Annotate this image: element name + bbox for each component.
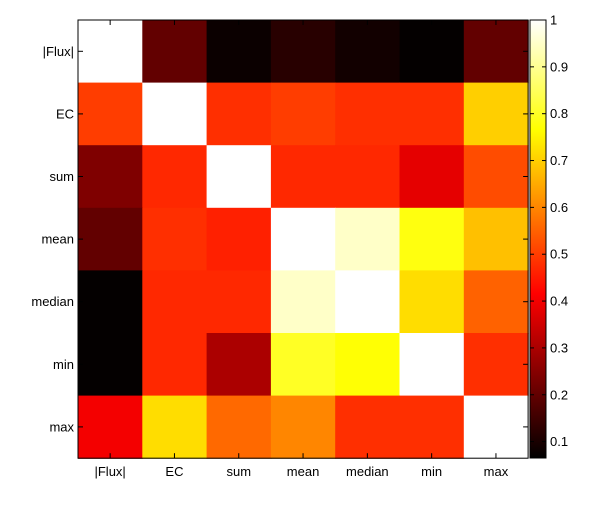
x-tick-label-7: max [484,464,509,479]
colorbar-gradient [530,20,546,458]
heatmap-cell-4-3 [206,207,272,271]
heatmap-cell-1-3 [206,20,272,84]
heatmap-cell-1-4 [270,20,336,84]
heatmap-cell-2-2 [142,82,208,146]
heatmap-cell-2-3 [206,82,272,146]
heatmap-cell-5-4 [270,270,336,334]
heatmap-cell-3-1 [78,145,143,209]
heatmap-cell-5-1 [78,270,143,334]
heatmap-cell-7-2 [142,395,208,459]
colorbar-tick-label-2: 0.2 [550,387,568,402]
y-tick-label-1: |Flux| [43,44,74,59]
heatmap-cell-6-3 [206,333,272,397]
heatmap-cell-4-1 [78,207,143,271]
x-tick-label-2: EC [165,464,183,479]
heatmap-cell-4-6 [399,207,465,271]
heatmap-cell-6-4 [270,333,336,397]
heatmap-cell-6-1 [78,333,143,397]
heatmap-cell-1-5 [335,20,401,84]
heatmap-cell-6-2 [142,333,208,397]
heatmap-cell-3-4 [270,145,336,209]
heatmap-cell-3-6 [399,145,465,209]
heatmap-cell-5-2 [142,270,208,334]
x-tick-label-6: min [421,464,442,479]
heatmap-cell-1-2 [142,20,208,84]
colorbar-tick-label-6: 0.6 [550,200,568,215]
y-tick-label-4: mean [41,232,74,247]
y-tick-label-7: max [49,419,74,434]
heatmap-cell-5-6 [399,270,465,334]
x-tick-label-3: sum [226,464,251,479]
heatmap-cell-2-5 [335,82,401,146]
colorbar-tick-label-9: 0.9 [550,59,568,74]
heatmap-cell-1-7 [463,20,529,84]
heatmap-cell-2-6 [399,82,465,146]
heatmap-cell-5-5 [335,270,401,334]
heatmap-cell-3-5 [335,145,401,209]
heatmap-cell-7-1 [78,395,143,459]
colorbar-tick-label-7: 0.7 [550,153,568,168]
heatmap-cell-6-7 [463,333,529,397]
heatmap-cell-4-7 [463,207,529,271]
heatmap-cell-6-5 [335,333,401,397]
heatmap-cell-2-7 [463,82,529,146]
heatmap-cell-3-7 [463,145,529,209]
x-tick-label-4: mean [287,464,320,479]
heatmap-cell-1-6 [399,20,465,84]
y-tick-label-3: sum [49,169,74,184]
colorbar-tick-label-5: 0.5 [550,247,568,262]
heatmap-cell-2-1 [78,82,143,146]
heatmap-cell-4-5 [335,207,401,271]
colorbar-tick-label-1: 0.1 [550,434,568,449]
colorbar-tick-label-8: 0.8 [550,106,568,121]
colorbar-tick-label-3: 0.3 [550,340,568,355]
heatmap-cell-6-6 [399,333,465,397]
colorbar-frame [529,19,547,459]
heatmap-cell-7-6 [399,395,465,459]
heatmap-cell-1-1 [78,20,143,84]
heatmap-cell-3-2 [142,145,208,209]
heatmap-cell-5-7 [463,270,529,334]
heatmap-cell-7-4 [270,395,336,459]
y-tick-label-5: median [31,294,74,309]
heatmap-cell-3-3 [206,145,272,209]
x-tick-label-5: median [346,464,389,479]
heatmap-cell-7-7 [463,395,529,459]
heatmap-cell-4-4 [270,207,336,271]
colorbar-tick-label-4: 0.4 [550,294,568,309]
colorbar-tick-label-10: 1 [550,13,557,28]
heatmap-cell-5-3 [206,270,272,334]
x-tick-label-1: |Flux| [94,464,125,479]
heatmap-cell-7-3 [206,395,272,459]
heatmap-cell-7-5 [335,395,401,459]
heatmap-cell-4-2 [142,207,208,271]
y-tick-label-2: EC [56,106,74,121]
heatmap-cell-2-4 [270,82,336,146]
y-tick-label-6: min [53,357,74,372]
